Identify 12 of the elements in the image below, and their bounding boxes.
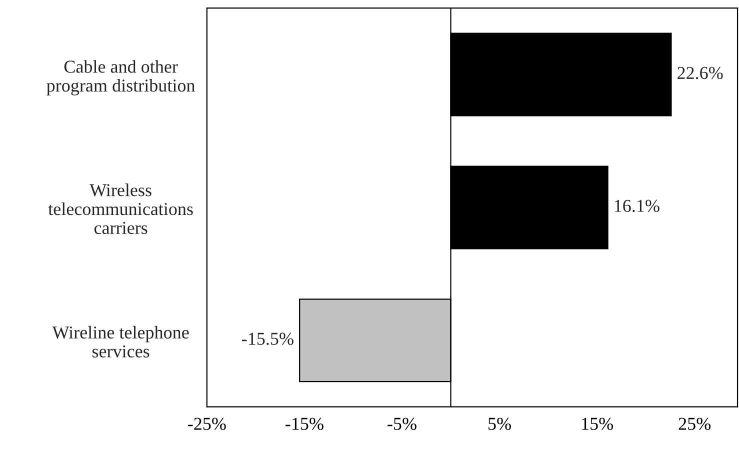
x-tick-label: 25% (678, 418, 711, 430)
x-tick-label: -5% (388, 418, 416, 430)
y-tick-label: Wireless telecommunications carriers (48, 184, 193, 234)
x-tick-label: 15% (582, 418, 613, 430)
data-label: 16.1% (614, 200, 660, 212)
y-tick-label: Cable and other program distribution (46, 60, 196, 96)
data-label: -15.5% (242, 332, 294, 345)
x-tick-label: -25% (188, 418, 226, 430)
x-tick-label: 5% (488, 418, 511, 430)
data-label: 22.6% (678, 66, 723, 80)
x-tick-label: -15% (286, 418, 324, 430)
y-tick-label: Wireline telephone services (52, 326, 189, 358)
